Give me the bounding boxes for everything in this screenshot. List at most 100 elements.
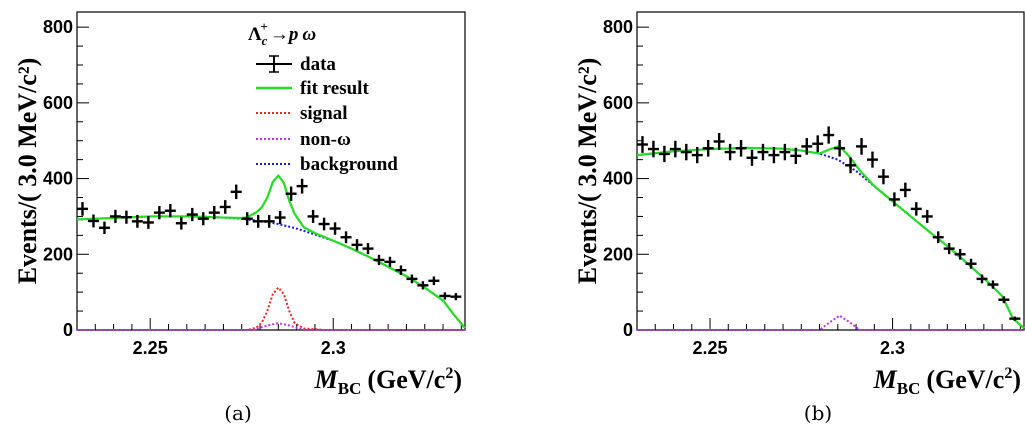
data-point [274,211,286,225]
data-point [450,293,462,301]
data-point [834,139,846,157]
x-tick-labels: 2.25 2.3 [692,338,905,358]
y-tick-label: 400 [603,169,633,189]
data-point [724,143,736,161]
data-point [329,222,341,235]
y-axis-title: Events/( 3.0 MeV/c²) [13,58,42,285]
data-point [252,214,264,228]
data-point [186,207,198,222]
y-tick-labels: 0 200 400 600 800 [43,17,73,340]
data-point [87,214,99,228]
y-axis-title: Events/( 3.0 MeV/c²) [573,58,602,285]
data-point [439,292,451,300]
legend-label-non-omega: non-ω [300,129,351,150]
y-tick-label: 600 [603,93,633,113]
plot-frame [636,11,1025,331]
data-point [779,143,791,161]
legend-item-non-omega: non-ω [256,129,351,150]
data-point [899,182,911,198]
data-point [428,276,440,286]
x-tick-label: 2.25 [133,338,168,358]
x-axis-title: MBC (GeV/c2) [873,365,1021,398]
legend-item-background: background [256,154,398,175]
series-fit-result [636,144,1025,329]
legend-title: Λc+ →p ω [248,19,316,48]
y-tick-label: 0 [623,320,633,340]
data-point [406,274,418,284]
data-point [164,204,176,218]
data-point [998,296,1010,304]
data-point [965,258,977,269]
y-tick-label: 600 [43,93,73,113]
data-point [987,280,999,289]
data-point [910,202,922,216]
data-point [417,281,429,290]
data-point [757,143,769,161]
data-point [877,169,889,185]
x-axis-title: MBC (GeV/c2) [314,365,462,398]
legend-item-fit-result: fit result [256,78,369,99]
y-tick-label: 400 [43,169,73,189]
fit-curves [636,144,1025,331]
data-point [153,205,165,220]
data-point [219,200,231,214]
y-tick-label: 200 [603,244,633,264]
y-tick-label: 0 [63,320,73,340]
legend-item-data: data [256,54,336,75]
data-point [845,157,857,174]
data-point [812,135,824,153]
data-point [867,151,878,168]
fit-curves [76,174,466,331]
legend-item-signal: signal [256,103,348,124]
data-point [318,217,330,231]
y-tick-label: 200 [43,244,73,264]
data-point [888,192,900,207]
series-fit-result [76,174,466,329]
data-point [976,274,988,284]
data-point [285,186,297,201]
data-point [241,212,253,226]
data-points [637,126,1021,321]
data-point [307,209,319,223]
panel-b: 0 200 400 600 800 2.25 2.3 Events/( 3.0 MeV/c… [573,11,1025,425]
x-tick-label: 2.3 [880,338,905,358]
data-point [120,210,132,224]
y-tick-label: 800 [43,17,73,37]
data-point [384,256,396,267]
data-point [395,265,407,275]
y-tick-label: 800 [603,17,633,37]
series-non-omega [77,322,465,331]
data-points [77,178,462,301]
data-point [735,139,747,157]
data-point [142,216,154,229]
panel-caption: (b) [804,401,832,425]
x-tick-label: 2.3 [321,338,346,358]
series-background [636,146,1025,329]
data-point [680,143,692,161]
series-background [76,215,466,329]
data-point [230,184,242,200]
data-point [702,139,714,157]
data-point [373,254,385,266]
data-point [362,243,374,255]
x-tick-label: 2.25 [692,338,727,358]
data-point [637,136,648,153]
data-point [647,140,659,158]
legend-label-data: data [300,54,336,75]
data-point [296,178,308,194]
data-point [856,138,868,155]
data-point [790,147,802,164]
panel-caption: (a) [224,401,252,425]
data-point [77,202,88,216]
data-point [1009,316,1021,321]
data-point [691,146,703,164]
data-point [768,146,780,164]
data-point [713,133,725,150]
data-point [943,243,955,255]
data-point [351,239,363,251]
data-point [932,231,944,244]
plot-frame [76,11,466,331]
legend: Λc+ →p ω data fit result signal non-ω [248,19,398,175]
data-point [823,126,835,144]
